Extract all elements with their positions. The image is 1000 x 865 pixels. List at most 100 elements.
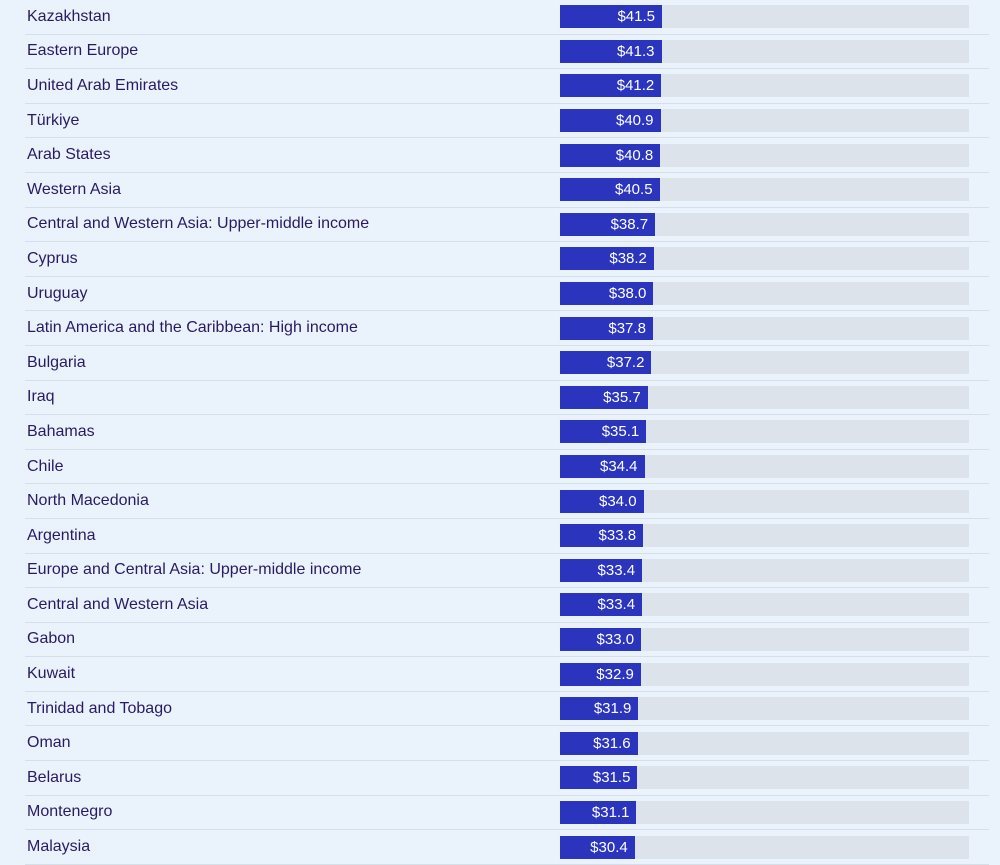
row-label: Cyprus bbox=[27, 249, 78, 267]
bar-track: $38.0 bbox=[560, 282, 969, 306]
table-row: Central and Western Asia $33.4 bbox=[25, 588, 989, 623]
row-label: Kazakhstan bbox=[27, 7, 111, 25]
table-row: Oman $31.6 bbox=[25, 726, 989, 762]
table-row: Arab States $40.8 bbox=[25, 138, 989, 173]
bar-track: $38.2 bbox=[560, 247, 969, 271]
bar-value-label: $34.4 bbox=[599, 458, 638, 476]
bar-value-label: $33.8 bbox=[598, 527, 637, 545]
table-row: Montenegro $31.1 bbox=[25, 796, 989, 831]
row-label: Chile bbox=[27, 457, 64, 475]
table-row: Chile $34.4 bbox=[25, 450, 989, 485]
bar-track: $33.0 bbox=[560, 627, 969, 651]
row-label: Trinidad and Tobago bbox=[27, 699, 172, 717]
bar-fill: $40.5 bbox=[560, 178, 660, 202]
bar-value-label: $32.9 bbox=[596, 665, 634, 683]
row-label: Eastern Europe bbox=[27, 42, 139, 60]
bar-track: $40.8 bbox=[560, 143, 969, 167]
table-row: Bulgaria $37.2 bbox=[25, 346, 989, 381]
bar-track: $41.3 bbox=[560, 39, 969, 63]
bar-fill: $31.9 bbox=[560, 697, 639, 721]
row-label: Iraq bbox=[27, 388, 55, 406]
row-label: Oman bbox=[27, 734, 71, 752]
table-row: Trinidad and Tobago $31.9 bbox=[25, 692, 989, 727]
bar-track: $31.1 bbox=[560, 800, 969, 824]
table-row: North Macedonia $34.0 bbox=[25, 484, 989, 519]
bar-value-label: $38.7 bbox=[610, 215, 649, 233]
bar-fill: $37.2 bbox=[560, 351, 652, 375]
row-label: Arab States bbox=[27, 146, 111, 164]
row-label: Western Asia bbox=[27, 180, 121, 198]
bar-value-label: $37.2 bbox=[606, 354, 645, 372]
bar-track: $33.8 bbox=[560, 524, 969, 548]
bar-track: $34.4 bbox=[560, 455, 969, 479]
bar-track: $40.9 bbox=[560, 109, 969, 133]
bar-fill: $40.8 bbox=[560, 143, 661, 167]
bar-fill: $34.4 bbox=[560, 455, 645, 479]
table-row: Bahamas $35.1 bbox=[25, 415, 989, 450]
bar-fill: $38.2 bbox=[560, 247, 654, 271]
row-label: Latin America and the Caribbean: High in… bbox=[27, 319, 358, 337]
bar-fill: $38.7 bbox=[560, 212, 656, 236]
bar-fill: $40.9 bbox=[560, 109, 661, 133]
table-row: Uruguay $38.0 bbox=[25, 277, 989, 312]
row-label: Montenegro bbox=[27, 803, 113, 821]
bar-track: $30.4 bbox=[560, 835, 969, 859]
bar-value-label: $41.2 bbox=[616, 77, 655, 95]
table-row: Belarus $31.5 bbox=[25, 761, 989, 796]
table-row: United Arab Emirates $41.2 bbox=[25, 69, 989, 104]
bar-fill: $31.1 bbox=[560, 800, 637, 824]
bar-fill: $41.2 bbox=[560, 74, 662, 98]
row-label: North Macedonia bbox=[27, 492, 149, 510]
bar-track: $40.5 bbox=[560, 178, 969, 202]
table-row: Malaysia $30.4 bbox=[25, 830, 989, 865]
bar-track: $33.4 bbox=[560, 558, 969, 582]
bar-value-label: $34.0 bbox=[599, 492, 637, 510]
table-row: Gabon $33.0 bbox=[25, 623, 989, 658]
bar-value-label: $40.9 bbox=[615, 112, 654, 130]
row-label: Argentina bbox=[27, 526, 96, 544]
bar-track: $41.2 bbox=[560, 74, 969, 98]
bar-value-label: $35.1 bbox=[601, 423, 640, 441]
bar-value-label: $33.0 bbox=[596, 630, 635, 648]
row-label: Malaysia bbox=[27, 838, 91, 856]
bar-fill: $35.1 bbox=[560, 420, 647, 444]
bar-fill: $33.4 bbox=[560, 558, 643, 582]
table-row: Iraq $35.7 bbox=[25, 381, 989, 416]
bar-fill: $34.0 bbox=[560, 489, 644, 513]
bar-fill: $41.3 bbox=[560, 39, 662, 63]
table-row: Türkiye $40.9 bbox=[25, 104, 989, 139]
bar-value-label: $30.4 bbox=[590, 838, 628, 856]
bar-fill: $31.5 bbox=[560, 766, 638, 790]
bar-value-label: $31.5 bbox=[592, 769, 631, 787]
table-row: Kazakhstan $41.5 bbox=[25, 0, 989, 35]
bar-value-label: $38.2 bbox=[609, 250, 647, 268]
table-row: Latin America and the Caribbean: High in… bbox=[25, 311, 989, 346]
bar-value-label: $35.7 bbox=[603, 388, 641, 406]
bar-value-label: $33.4 bbox=[597, 561, 636, 579]
bar-fill: $31.6 bbox=[560, 731, 638, 755]
row-label: Türkiye bbox=[27, 111, 80, 129]
bar-track: $35.7 bbox=[560, 385, 969, 409]
bar-fill: $33.4 bbox=[560, 593, 643, 617]
row-label: Kuwait bbox=[27, 665, 76, 683]
bar-fill: $41.5 bbox=[560, 5, 662, 29]
bar-value-label: $37.8 bbox=[608, 319, 646, 337]
bar-track: $31.6 bbox=[560, 731, 969, 755]
bar-value-label: $33.4 bbox=[597, 596, 636, 614]
bar-value-label: $31.9 bbox=[593, 700, 632, 718]
bar-fill: $30.4 bbox=[560, 835, 635, 859]
bar-value-label: $40.5 bbox=[615, 181, 653, 199]
bar-track: $41.5 bbox=[560, 5, 969, 29]
bar-value-label: $40.8 bbox=[615, 146, 654, 164]
bar-value-label: $38.0 bbox=[608, 285, 647, 303]
bar-fill: $38.0 bbox=[560, 282, 654, 306]
row-label: United Arab Emirates bbox=[27, 76, 179, 94]
bar-fill: $33.0 bbox=[560, 627, 642, 651]
table-row: Cyprus $38.2 bbox=[25, 242, 989, 277]
row-label: Europe and Central Asia: Upper-middle in… bbox=[27, 561, 362, 579]
bar-fill: $33.8 bbox=[560, 524, 644, 548]
table-row: Europe and Central Asia: Upper-middle in… bbox=[25, 554, 989, 589]
table-row: Central and Western Asia: Upper-middle i… bbox=[25, 208, 989, 243]
bar-fill: $37.8 bbox=[560, 316, 653, 340]
